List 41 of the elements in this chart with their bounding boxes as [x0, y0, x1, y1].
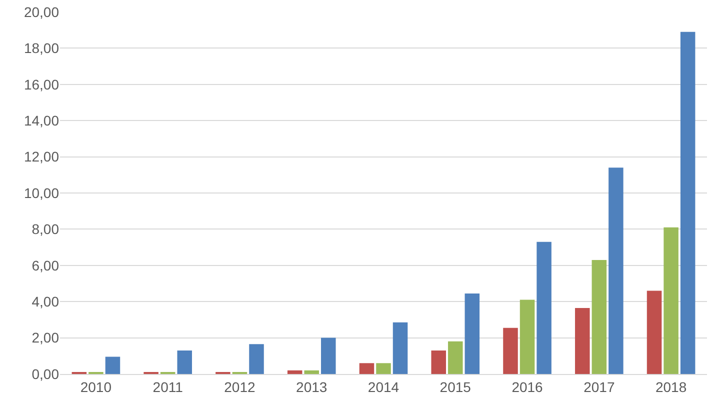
- bar: [376, 363, 391, 374]
- bar: [105, 356, 120, 374]
- bar: [592, 260, 607, 374]
- y-tick-label: 2,00: [32, 330, 60, 346]
- bar: [646, 290, 662, 374]
- bar: [575, 308, 590, 374]
- y-tick-label: 0,00: [32, 366, 60, 382]
- bar: [359, 363, 374, 374]
- x-tick-label: 2011: [152, 378, 184, 395]
- x-tick-label: 2010: [80, 378, 112, 395]
- bar: [321, 338, 336, 374]
- bar: [520, 300, 535, 374]
- y-tick-label: 20,00: [24, 4, 60, 20]
- x-tick-label: 2013: [296, 378, 328, 395]
- y-tick-label: 18,00: [24, 40, 60, 56]
- y-tick-label: 16,00: [24, 76, 60, 92]
- bar: [664, 227, 678, 374]
- y-tick-label: 10,00: [24, 184, 60, 201]
- bar: [304, 370, 319, 374]
- bar: [287, 370, 302, 374]
- bar: [448, 341, 463, 374]
- bar: [464, 293, 480, 374]
- bar: [680, 32, 696, 374]
- bar: [503, 328, 518, 374]
- x-tick-label: 2015: [440, 378, 472, 395]
- x-tick-label: 2012: [224, 378, 256, 395]
- y-tick-label: 6,00: [32, 257, 60, 274]
- bar: [249, 344, 264, 374]
- y-tick-label: 8,00: [32, 221, 60, 238]
- bar: [431, 350, 446, 374]
- x-tick-label: 2016: [512, 378, 544, 395]
- y-tick-label: 14,00: [24, 112, 60, 128]
- x-tick-label: 2017: [584, 378, 615, 395]
- bar: [608, 168, 624, 374]
- bar: [536, 242, 552, 374]
- y-tick-label: 4,00: [32, 294, 60, 310]
- x-tick-label: 2018: [655, 378, 687, 395]
- x-tick-label: 2014: [368, 378, 400, 395]
- y-tick-label: 12,00: [24, 148, 60, 165]
- bar: [392, 322, 408, 374]
- bar: [177, 350, 192, 374]
